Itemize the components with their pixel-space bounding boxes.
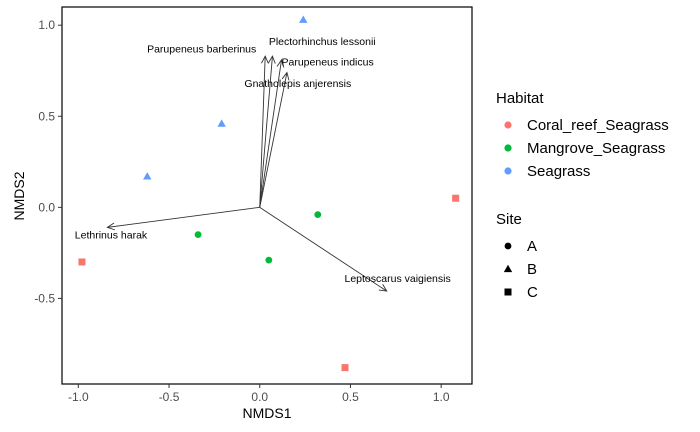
- data-point: [194, 231, 202, 239]
- legend-label: Mangrove_Seagrass: [527, 140, 665, 157]
- y-tick-label: 0.5: [38, 109, 55, 123]
- vector-arrowhead: [281, 71, 290, 81]
- axis-ticks: -1.0 -0.5 0.0 0.5 1.0 -0.5 0.0 0.5 1.0: [34, 18, 450, 404]
- legend-key: [504, 242, 512, 250]
- site-legend: ABC: [503, 238, 538, 301]
- x-tick-label: 0.5: [342, 390, 359, 404]
- vector-line: [107, 206, 260, 228]
- species-vectors: Lethrinus harak Parupeneus barberinus Plec…: [75, 36, 451, 292]
- legend-key: [504, 167, 512, 175]
- vector-label: Lethrinus harak: [75, 229, 148, 241]
- x-tick-label: -0.5: [159, 390, 180, 404]
- vector-line: [259, 56, 266, 208]
- x-axis-title: NMDS1: [242, 405, 291, 421]
- plot-panel: [61, 6, 473, 385]
- data-point: [143, 172, 152, 180]
- data-point: [78, 258, 86, 266]
- legend-key: [504, 144, 512, 152]
- y-tick-label: 1.0: [38, 18, 55, 32]
- vector-label: Plectorhinchus lessonii: [269, 36, 376, 48]
- data-point: [341, 364, 349, 372]
- x-tick-label: 0.0: [251, 390, 268, 404]
- vector-line: [259, 72, 288, 208]
- legend-label: Coral_reef_Seagrass: [527, 117, 669, 134]
- legend-key: [503, 264, 513, 273]
- legend-label: C: [527, 284, 538, 301]
- data-point: [217, 119, 226, 127]
- x-tick-label: -1.0: [68, 390, 89, 404]
- y-tick-label: -0.5: [34, 291, 55, 305]
- habitat-legend: Coral_reef_Seagrass Mangrove_Seagrass Seag…: [504, 117, 669, 180]
- y-tick-label: 0.0: [38, 200, 55, 214]
- vector-line: [259, 59, 282, 208]
- site-legend-title: Site: [496, 211, 522, 228]
- vector-label: Leptoscarus vaigiensis: [345, 273, 451, 285]
- legend-label: B: [527, 261, 537, 278]
- legend-label: Seagrass: [527, 163, 590, 180]
- data-point: [452, 194, 460, 202]
- data-point: [314, 211, 322, 219]
- legend-key: [504, 288, 512, 296]
- x-tick-label: 1.0: [433, 390, 450, 404]
- y-axis-title: NMDS2: [11, 171, 27, 220]
- vector-arrowhead: [378, 284, 388, 292]
- legend-key: [504, 121, 512, 129]
- vector-arrowhead: [267, 55, 276, 64]
- site-points: [78, 15, 460, 372]
- vector-arrowhead: [261, 55, 269, 64]
- data-point: [299, 15, 308, 23]
- vector-label: Parupeneus indicus: [282, 56, 374, 68]
- vector-line: [259, 206, 387, 292]
- vector-line: [259, 56, 273, 208]
- data-point: [265, 256, 273, 264]
- vector-arrowhead: [106, 222, 116, 231]
- vector-label: Gnatholepis anjerensis: [244, 78, 351, 90]
- habitat-legend-title: Habitat: [496, 90, 544, 107]
- legend: Habitat Coral_reef_Seagrass Mangrove_Seag…: [496, 90, 669, 301]
- vector-arrowhead: [276, 58, 285, 68]
- legend-label: A: [527, 238, 537, 255]
- vector-label: Parupeneus barberinus: [147, 44, 256, 56]
